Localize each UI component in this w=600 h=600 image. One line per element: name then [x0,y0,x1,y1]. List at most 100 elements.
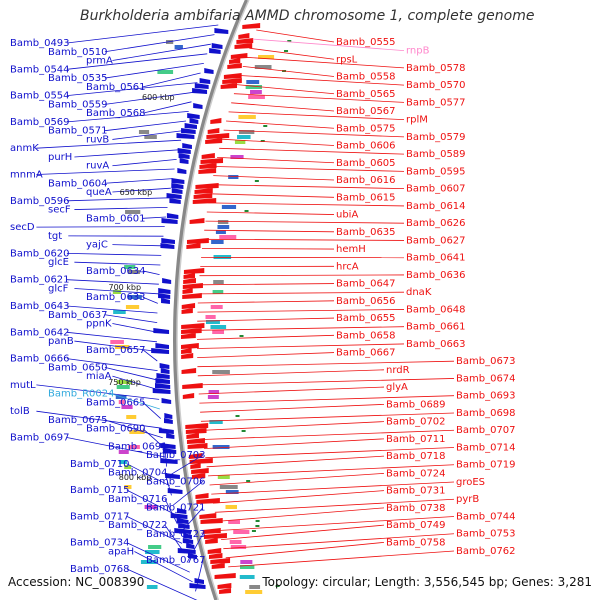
gene-label: queA [86,187,112,198]
reverse-gene [162,278,172,284]
gene-label: Bamb_0704 [108,468,168,479]
gene-label: Bamb_0650 [48,362,108,373]
feature-block [245,85,262,89]
label-leader-line [201,421,385,431]
gene-label: Bamb_0658 [336,330,396,341]
gene-label: ppnK [86,319,112,330]
gene-label: Bamb_0715 [70,485,130,496]
reverse-gene [158,288,171,294]
forward-gene [199,513,217,519]
label-leader-line [197,300,335,304]
forward-gene [181,328,202,334]
feature-tick [284,50,289,52]
gene-label: Bamb_0706 [146,476,206,487]
gene-label: Bamb_0767 [146,555,206,566]
label-leader-line [213,175,335,181]
label-leader-line [211,481,455,495]
feature-block [212,290,224,294]
gene-label: Bamb_0614 [406,201,466,212]
forward-gene [181,353,194,359]
reverse-gene [166,433,175,439]
gene-label: Bamb_0749 [386,520,446,531]
gene-label: miaA [86,371,112,382]
gene-label: Bamb_0663 [406,339,466,350]
forward-gene [195,493,209,499]
label-leader-line [164,446,167,467]
gene-label: anmK [10,143,39,154]
reverse-gene [177,508,187,514]
feature-block [228,520,241,524]
reverse-gene [169,198,181,204]
forward-gene [182,293,202,299]
gene-label: Bamb_0721 [146,503,206,514]
feature-block [116,385,130,389]
label-leader-line [252,38,405,52]
feature-block [145,550,160,554]
label-leader-line [104,314,158,323]
reverse-gene [160,443,176,449]
reverse-gene [193,103,203,109]
feature-block [119,460,127,464]
gene-label: Bamb_0693 [456,391,516,402]
feature-block [128,445,140,449]
label-leader-line [198,378,455,386]
gene-label: dnaK [406,287,432,298]
label-leader-line [104,419,163,439]
forward-gene [205,538,218,544]
feature-block [138,130,150,134]
label-leader-line [195,560,204,592]
feature-block [230,155,244,159]
forward-gene [207,128,220,134]
genome-backbone [172,0,249,600]
label-leader-line [186,533,204,563]
reverse-gene [183,533,192,539]
feature-block [229,540,242,544]
feature-tick [246,480,251,482]
label-leader-line [173,481,204,506]
gene-label: Bamb_0690 [86,424,146,435]
label-leader-line [164,498,178,525]
forward-gene [238,33,250,39]
forward-gene [223,73,242,79]
feature-block [239,575,255,579]
reverse-gene [159,363,170,369]
feature-block [205,320,220,324]
gene-label: panB [48,336,74,347]
gene-label: Bamb_0718 [386,451,446,462]
reverse-gene [165,473,180,479]
label-leader-line [206,455,385,468]
gene-label: ubiA [336,210,358,221]
feature-block [174,45,183,49]
reverse-gene [192,88,208,94]
feature-block [234,140,246,144]
feature-block [126,415,137,419]
gene-label: Bamb_0707 [456,425,516,436]
label-leader-line [66,437,166,458]
feature-tick [255,520,260,522]
label-leader-line [66,358,158,371]
label-leader-line [208,464,455,477]
reverse-gene [179,158,189,164]
label-leader-line [219,147,405,155]
label-leader-line [228,111,405,121]
genome-summary-text: Topology: circular; Length: 3,556,545 bp… [262,575,592,589]
gene-label: Bamb_0711 [386,434,446,445]
feature-block [250,90,262,94]
feature-block [248,95,265,99]
label-leader-line [217,157,335,164]
gene-label: purH [48,152,72,163]
label-leader-line [223,533,455,550]
gene-label: Bamb_0565 [336,89,396,100]
gene-label: Bamb_0655 [336,313,396,324]
label-leader-line [199,274,405,277]
feature-block [213,255,232,259]
reverse-gene [171,188,183,194]
forward-gene [222,78,242,84]
forward-gene [191,473,206,479]
forward-gene [219,588,232,594]
forward-gene [236,38,254,44]
gene-label: hrcA [336,261,359,272]
reverse-gene [156,373,170,379]
